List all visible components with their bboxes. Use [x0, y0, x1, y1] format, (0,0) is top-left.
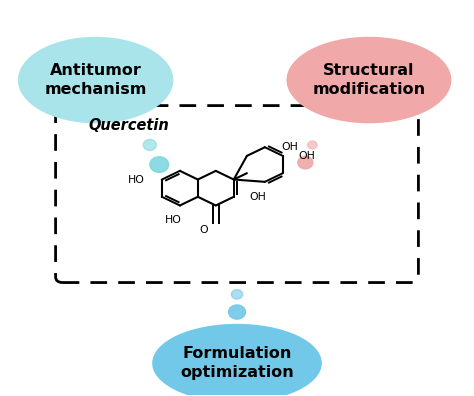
Ellipse shape [18, 37, 173, 123]
Circle shape [150, 157, 169, 172]
Text: Formulation
optimization: Formulation optimization [180, 346, 294, 380]
Text: Structural
modification: Structural modification [312, 63, 426, 97]
Circle shape [228, 305, 246, 319]
Text: O: O [200, 225, 209, 235]
Text: Quercetin: Quercetin [89, 118, 169, 133]
Circle shape [298, 156, 313, 169]
Circle shape [231, 289, 243, 299]
Ellipse shape [286, 37, 451, 123]
Text: OH: OH [299, 151, 316, 161]
Ellipse shape [152, 324, 322, 396]
FancyBboxPatch shape [55, 106, 419, 282]
Text: OH: OH [250, 192, 267, 202]
Circle shape [308, 141, 317, 149]
Text: HO: HO [164, 215, 181, 225]
Text: OH: OH [281, 142, 298, 152]
Text: Antitumor
mechanism: Antitumor mechanism [45, 63, 147, 97]
Text: HO: HO [128, 175, 145, 185]
Circle shape [143, 139, 156, 150]
